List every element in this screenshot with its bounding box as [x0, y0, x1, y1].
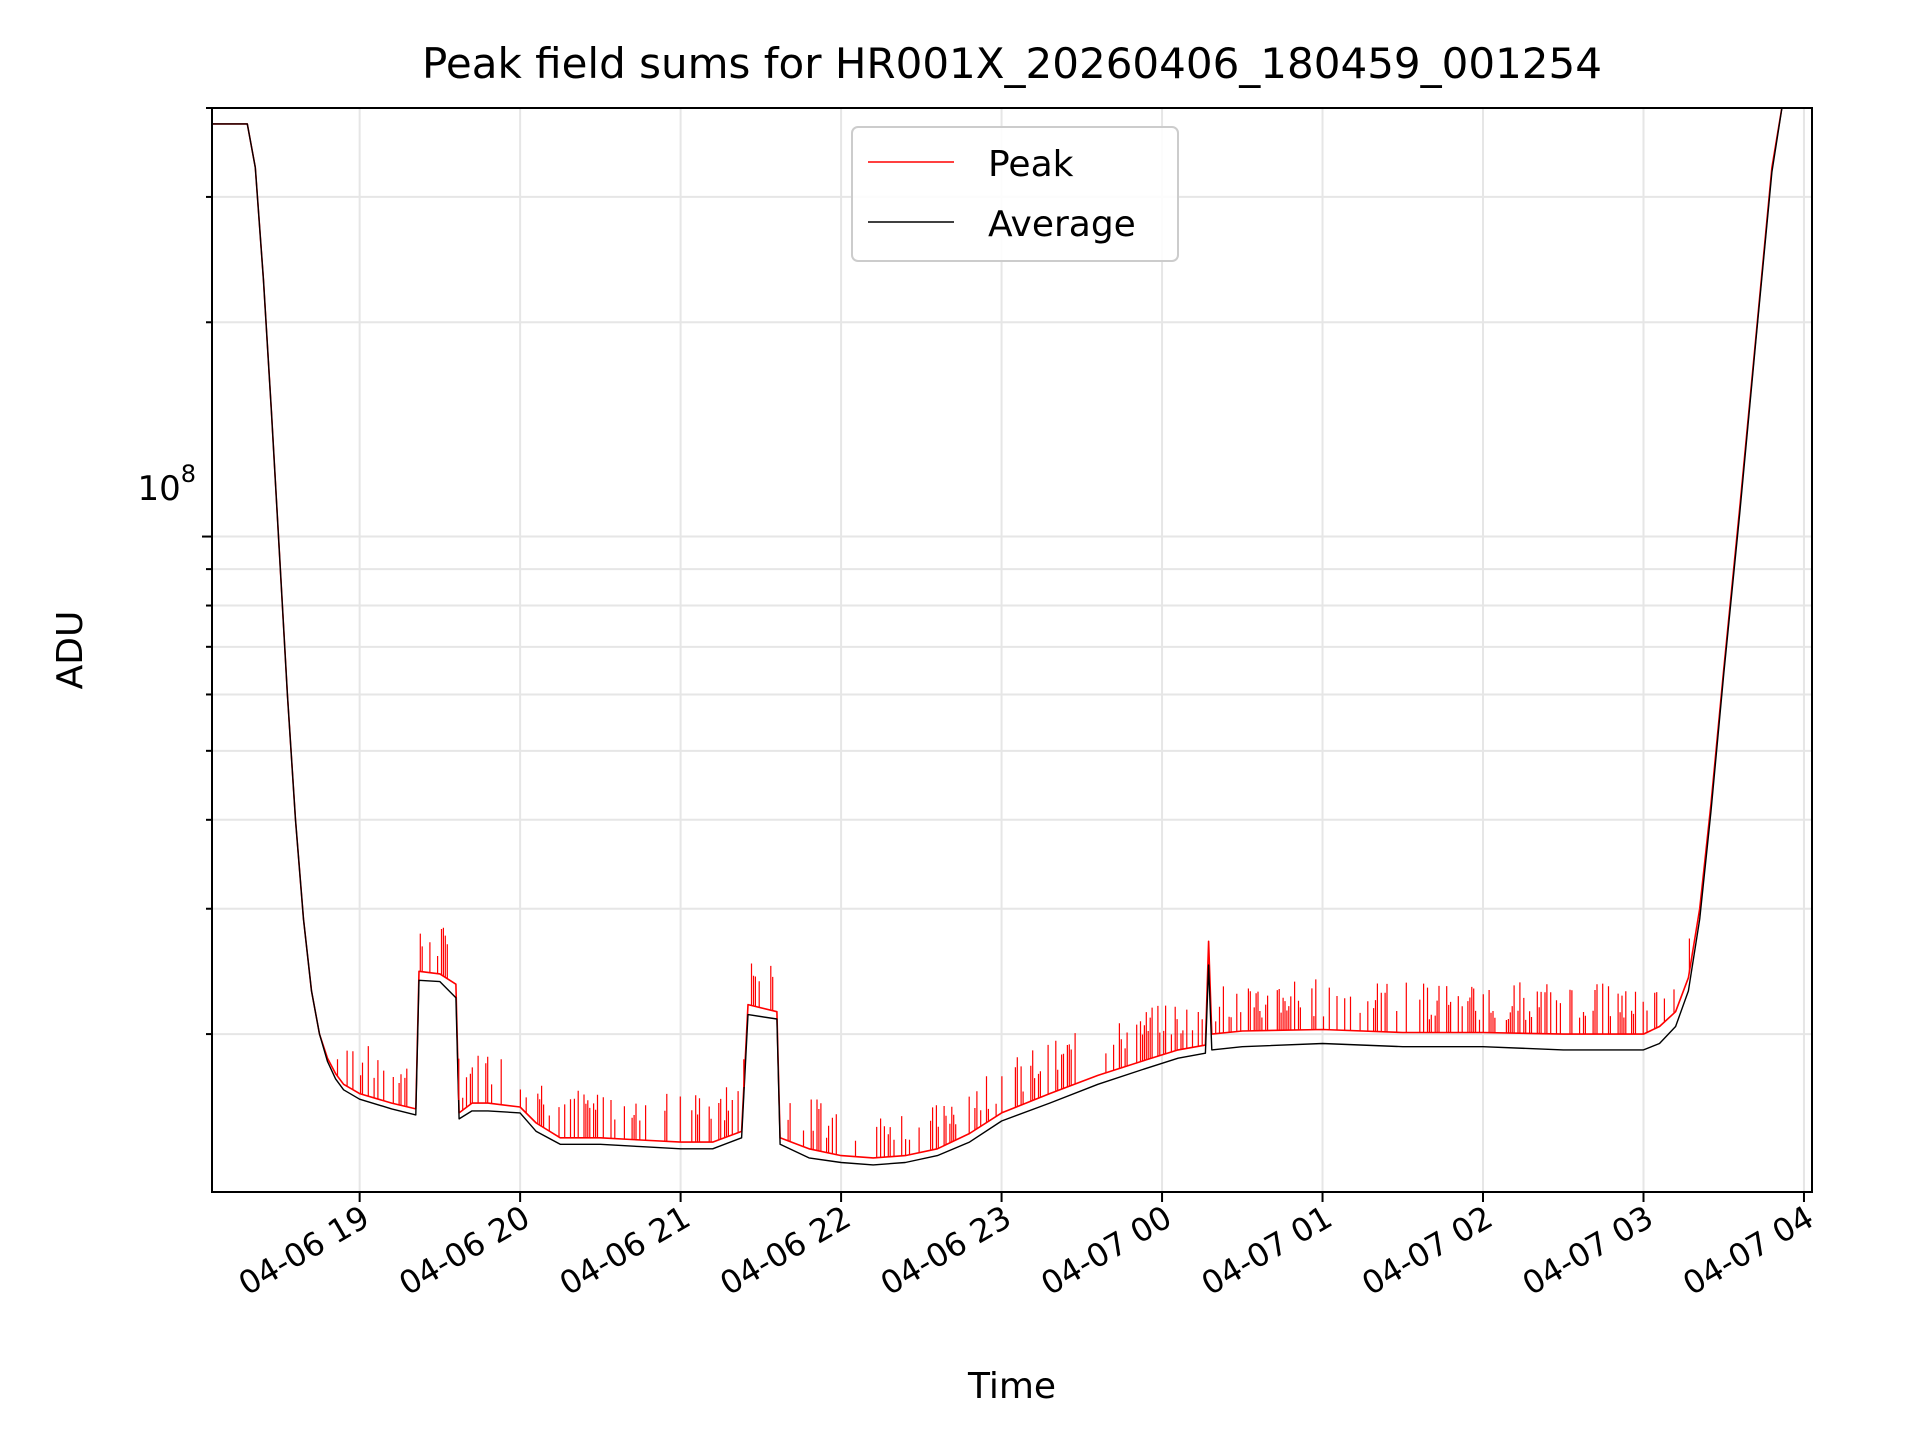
series-layer	[212, 108, 1783, 1166]
legend-label-peak: Peak	[988, 144, 1074, 185]
chart-title: Peak field sums for HR001X_20260406_1804…	[422, 39, 1602, 88]
peak-spikes	[336, 927, 1690, 1158]
y-tick-base: 10	[137, 469, 180, 509]
legend-box	[851, 126, 1179, 262]
y-tick-exponent: 8	[181, 460, 196, 488]
plot-frame	[211, 107, 1813, 1193]
svg-text:108: 108	[137, 460, 196, 509]
legend: Peak Average	[851, 126, 1179, 262]
y-tick-label-1e8: 108	[137, 460, 196, 509]
y-axis-label: ADU	[50, 611, 91, 690]
series-line-average	[212, 108, 1783, 1166]
x-axis-label: Time	[967, 1366, 1056, 1407]
legend-label-average: Average	[988, 204, 1136, 245]
